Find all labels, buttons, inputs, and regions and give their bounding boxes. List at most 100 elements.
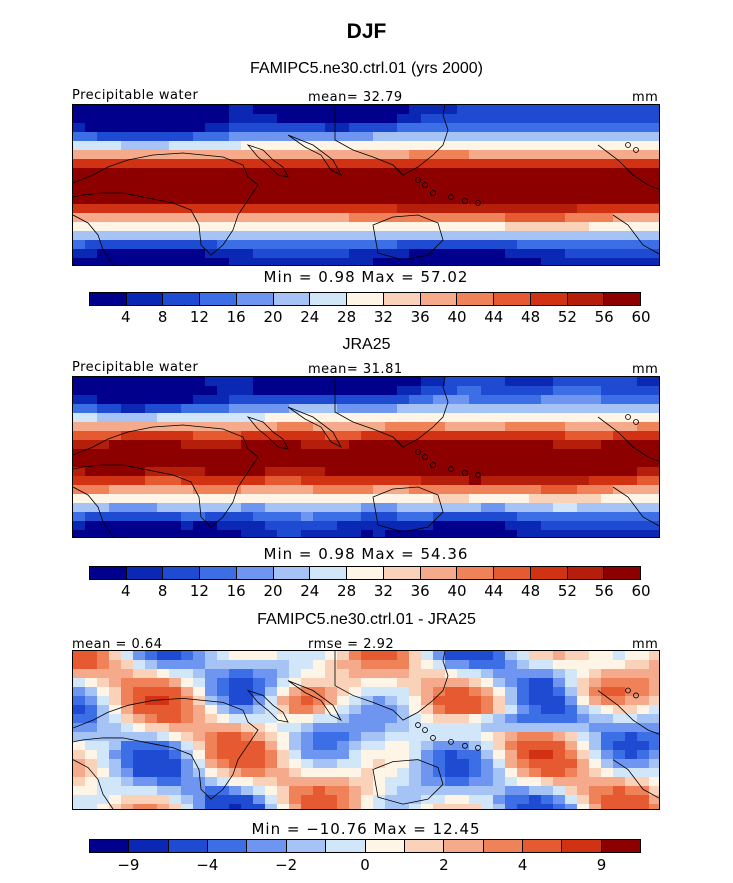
field-cell [469,741,482,751]
field-cell [421,114,434,124]
field-cell [589,195,602,205]
field-cell [133,123,146,133]
field-cell [625,422,638,432]
field-cell [589,258,602,265]
field-cell [517,660,530,670]
field-cell [289,705,302,715]
field-cell [529,485,542,495]
field-cell [193,521,206,531]
field-cell [217,195,230,205]
field-cell [301,240,314,250]
field-cell [469,795,482,805]
field-cell [577,413,590,423]
field-cell [73,258,86,265]
field-cell [169,705,182,715]
field-cell [577,651,590,661]
field-cell [397,795,410,805]
field-cell [577,422,590,432]
field-cell [445,132,458,142]
field-cell [229,386,242,396]
field-cell [481,669,494,679]
panel-2-colorbar [89,566,641,580]
field-cell [553,141,566,151]
field-cell [289,768,302,778]
field-cell [325,714,338,724]
field-cell [529,741,542,751]
field-cell [505,750,518,760]
field-cell [361,521,374,531]
field-cell [205,258,218,265]
field-cell [289,114,302,124]
field-cell [121,795,134,805]
field-cell [613,795,626,805]
field-cell [433,678,446,688]
field-cell [373,123,386,133]
field-cell [625,786,638,796]
field-cell [397,458,410,468]
field-cell [565,476,578,486]
field-cell [457,741,470,751]
field-cell [157,696,170,706]
field-cell [229,777,242,787]
field-cell [613,186,626,196]
field-cell [193,759,206,769]
field-cell [73,132,86,142]
field-cell [121,786,134,796]
field-cell [97,204,110,214]
field-cell [145,195,158,205]
field-cell [625,132,638,142]
field-cell [529,476,542,486]
field-cell [97,678,110,688]
field-cell [517,795,530,805]
field-cell [145,422,158,432]
field-cell [109,240,122,250]
field-cell [337,141,350,151]
field-cell [241,750,254,760]
field-cell [85,123,98,133]
field-cell [121,213,134,223]
field-cell [445,123,458,133]
field-cell [625,687,638,697]
field-cell [205,494,218,504]
field-cell [433,150,446,160]
field-cell [565,204,578,214]
field-cell [97,213,110,223]
field-cell [193,723,206,733]
field-cell [181,159,194,169]
field-cell [541,512,554,522]
field-cell [505,105,518,115]
field-cell [433,669,446,679]
field-cell [181,141,194,151]
field-cell [313,777,326,787]
field-cell [433,404,446,414]
field-cell [469,696,482,706]
field-cell [517,195,530,205]
field-cell [157,159,170,169]
field-cell [301,222,314,232]
field-cell [457,768,470,778]
field-cell [277,449,290,459]
field-cell [601,804,614,809]
island-outline [625,142,631,148]
field-cell [133,759,146,769]
field-cell [469,159,482,169]
field-cell [577,467,590,477]
field-cell [517,494,530,504]
field-cell [349,786,362,796]
field-cell [397,476,410,486]
field-cell [277,458,290,468]
colorbar-tick-label: 24 [300,582,320,600]
field-cell [445,141,458,151]
field-cell [637,485,650,495]
field-cell [397,750,410,760]
field-cell [277,669,290,679]
field-cell [157,431,170,441]
field-cell [217,141,230,151]
field-cell [145,786,158,796]
field-cell [493,240,506,250]
field-cell [85,458,98,468]
field-cell [205,159,218,169]
field-cell [529,795,542,805]
coastline [73,698,258,799]
field-cell [289,521,302,531]
